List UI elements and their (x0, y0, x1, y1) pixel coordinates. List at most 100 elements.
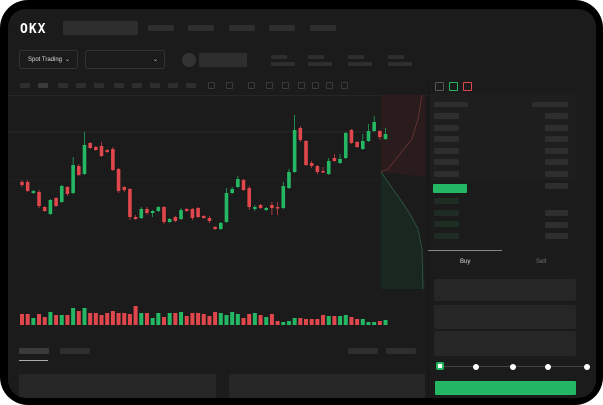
volume-bar (230, 312, 235, 325)
candle-body (230, 189, 234, 193)
amount-input[interactable] (434, 305, 576, 329)
candle-body (190, 209, 195, 218)
candle-body (133, 217, 138, 219)
slider-stop-75[interactable] (545, 364, 551, 370)
candle-body (20, 182, 24, 185)
chart-tool-icon[interactable] (341, 82, 348, 89)
candle-body (253, 207, 257, 209)
orderbook-both-icon[interactable] (435, 82, 444, 91)
volume-bar (54, 315, 59, 325)
chart-tool-icon[interactable] (326, 82, 333, 89)
candle-body (116, 169, 121, 191)
chart-tool-icon[interactable] (298, 82, 305, 89)
candle-body (99, 146, 104, 156)
chart-tool-icon[interactable] (208, 82, 215, 89)
chart-tool-icon[interactable] (312, 82, 319, 89)
candle-body (332, 158, 337, 161)
orderbook-buy-icon[interactable] (449, 82, 458, 91)
search-bar[interactable] (63, 21, 138, 35)
market-type-dropdown[interactable]: Spot Trading ⌄ (19, 50, 78, 69)
ask-size (545, 159, 568, 166)
slider-stop-100[interactable] (584, 364, 590, 370)
candle-body (82, 145, 87, 174)
timeframe-button[interactable] (58, 83, 68, 88)
timeframe-button[interactable] (186, 83, 196, 88)
volume-bar (37, 314, 42, 325)
volume-bar (304, 319, 308, 325)
stat-value (388, 62, 412, 66)
volume-bar (48, 312, 53, 325)
tab-sell[interactable]: Sell (536, 259, 547, 265)
candle-body (292, 130, 297, 172)
candle-body (94, 147, 98, 150)
volume-bar (20, 314, 24, 325)
volume-bar (139, 313, 144, 325)
nav-item[interactable] (148, 25, 174, 31)
ask-price (434, 171, 459, 177)
total-input[interactable] (434, 331, 576, 356)
nav-item[interactable] (229, 25, 255, 31)
volume-bar (150, 318, 155, 325)
volume-bar (309, 319, 314, 325)
candlestick-chart (8, 94, 425, 325)
timeframe-button[interactable] (114, 83, 124, 88)
volume-bar (218, 313, 223, 325)
bid-price (434, 198, 459, 204)
stat-value (308, 62, 332, 66)
slider-stop-50[interactable] (510, 364, 516, 370)
tab-open-orders[interactable] (19, 348, 49, 354)
bottom-card (229, 374, 425, 398)
volume-bar (360, 319, 365, 325)
slider-stop-25[interactable] (473, 364, 479, 370)
depth-asks-line (380, 94, 423, 173)
nav-item[interactable] (269, 25, 295, 31)
volume-bar (201, 314, 206, 325)
volume-bar (321, 315, 326, 325)
bid-price (434, 221, 459, 228)
volume-bar (377, 321, 382, 325)
tab-order-history[interactable] (60, 348, 90, 354)
volume-bar (133, 306, 138, 325)
buy-button[interactable] (435, 381, 576, 395)
volume-bar (355, 319, 360, 325)
volume-bar (372, 322, 377, 325)
candle-body (287, 172, 291, 188)
depth-asks (381, 95, 425, 177)
slider-handle[interactable] (436, 362, 444, 370)
price-input[interactable] (434, 279, 576, 301)
candle-body (167, 219, 172, 222)
volume-bar (65, 315, 70, 325)
candle-body (326, 161, 331, 174)
timeframe-button[interactable] (38, 83, 48, 88)
volume-bar (88, 313, 93, 325)
chart-tool-icon[interactable] (226, 82, 233, 89)
timeframe-button[interactable] (150, 83, 160, 88)
ask-price (434, 159, 459, 166)
candle-body (145, 209, 149, 213)
timeframe-button[interactable] (94, 83, 104, 88)
amount-slider[interactable] (436, 362, 590, 370)
bid-price (434, 209, 459, 216)
ask-price (434, 113, 459, 119)
filter-button[interactable] (348, 348, 378, 354)
nav-item[interactable] (310, 25, 336, 31)
volume-bar (25, 314, 30, 325)
chart-tool-icon[interactable] (266, 82, 273, 89)
timeframe-button[interactable] (20, 83, 30, 88)
nav-item[interactable] (188, 25, 214, 31)
pair-selector[interactable]: ⌄ (85, 50, 165, 69)
chart-tool-icon[interactable] (248, 82, 255, 89)
candle-body (71, 165, 75, 193)
chart-tool-icon[interactable] (282, 82, 289, 89)
timeframe-button[interactable] (76, 83, 86, 88)
stat-label (308, 55, 324, 59)
filter-button[interactable] (386, 348, 416, 354)
timeframe-button[interactable] (168, 83, 178, 88)
depth-bids-line (380, 171, 424, 290)
candle-body (54, 198, 58, 206)
tab-buy[interactable]: Buy (460, 259, 471, 265)
volume-bar (173, 313, 178, 325)
orderbook-sell-icon[interactable] (463, 82, 472, 91)
timeframe-button[interactable] (132, 83, 142, 88)
